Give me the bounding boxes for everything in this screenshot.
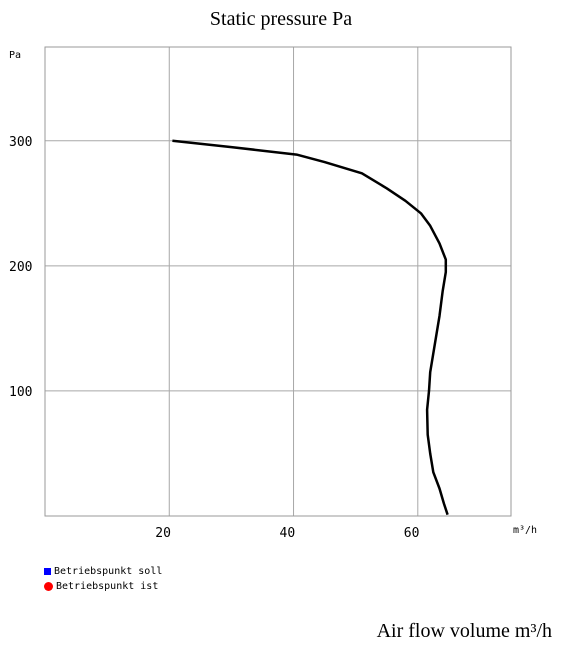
grid-lines — [45, 47, 511, 516]
x-axis-unit-label: m³/h — [513, 525, 537, 536]
blue-square-marker-icon — [44, 568, 51, 575]
legend-label-ist: Betriebspunkt ist — [56, 581, 159, 592]
y-axis-unit-label: Pa — [9, 50, 21, 61]
plot-frame — [44, 46, 512, 517]
chart-title: Static pressure Pa — [209, 8, 353, 30]
legend: Betriebspunkt soll Betriebspunkt ist — [44, 564, 162, 594]
static-pressure-curve — [172, 139, 449, 516]
y-tick-label: 200 — [9, 260, 32, 275]
y-tick-label: 300 — [9, 135, 32, 150]
legend-item-ist: Betriebspunkt ist — [44, 579, 162, 594]
y-tick-label: 100 — [9, 385, 32, 400]
x-tick-label: 40 — [280, 526, 296, 541]
legend-item-soll: Betriebspunkt soll — [44, 564, 162, 579]
x-axis-title: Air flow volume m³/h — [376, 620, 552, 642]
x-tick-labels: 20 40 60 — [155, 526, 419, 541]
y-tick-labels: 100 200 300 — [9, 135, 32, 400]
legend-label-soll: Betriebspunkt soll — [54, 566, 163, 577]
x-tick-label: 20 — [155, 526, 171, 541]
series-layer — [172, 139, 449, 516]
red-circle-marker-icon — [44, 582, 53, 591]
x-tick-label: 60 — [404, 526, 420, 541]
